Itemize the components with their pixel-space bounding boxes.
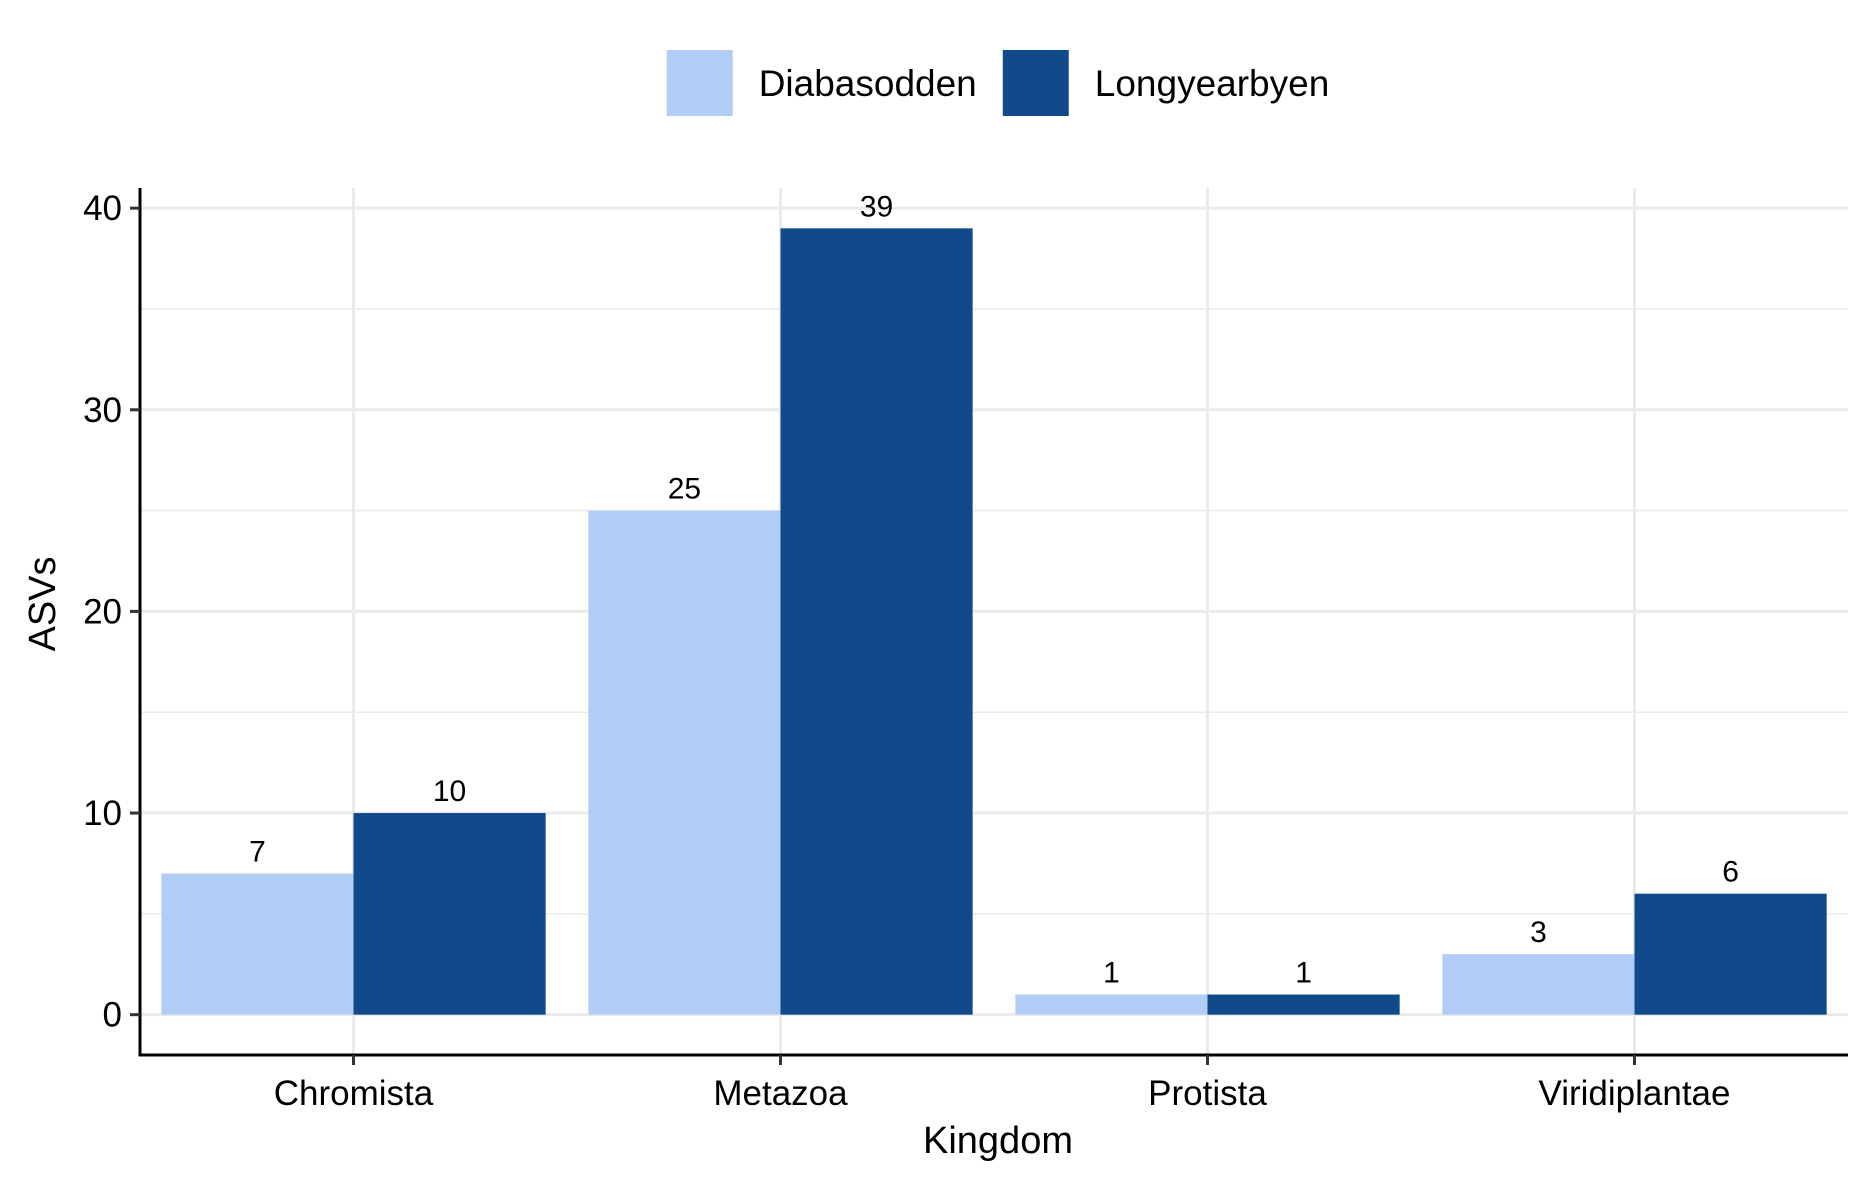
x-tick-label: Chromista [274, 1074, 434, 1113]
bar [588, 510, 781, 1015]
bar [1015, 994, 1208, 1015]
x-axis-title: Kingdom [923, 1120, 1073, 1162]
bar [1207, 994, 1400, 1015]
bar [161, 873, 354, 1015]
data-label: 7 [249, 836, 266, 869]
axes: 0 10 20 30 40 Chromista Metazoa Protista Viridip… [83, 188, 1848, 1113]
data-label: 39 [860, 190, 893, 223]
x-tick-label: Protista [1148, 1074, 1267, 1113]
x-tick-label: Viridiplantae [1539, 1074, 1731, 1113]
x-tick-label: Metazoa [713, 1074, 848, 1113]
data-labels: 7 10 25 39 1 1 3 6 [249, 190, 1739, 989]
y-tick-label: 10 [83, 794, 122, 833]
y-tick-label: 30 [83, 391, 122, 430]
bar [353, 813, 546, 1015]
bar [1442, 954, 1635, 1015]
data-label: 6 [1722, 856, 1739, 889]
data-label: 25 [668, 473, 701, 506]
legend: Diabasodden Longyearbyen [666, 50, 1330, 116]
bars [161, 228, 1827, 1015]
data-label: 3 [1530, 916, 1547, 949]
legend-swatch [666, 50, 733, 116]
legend-swatch [1002, 50, 1069, 116]
y-tick-label: 40 [83, 189, 122, 228]
legend-label: Diabasodden [759, 63, 977, 104]
y-axis-title: ASVs [22, 556, 64, 651]
bar [780, 228, 973, 1015]
data-label: 1 [1295, 957, 1312, 990]
data-label: 10 [433, 775, 466, 808]
y-tick-label: 20 [83, 592, 122, 631]
data-label: 1 [1103, 957, 1120, 990]
bar [1634, 893, 1827, 1015]
y-tick-label: 0 [103, 996, 122, 1035]
legend-label: Longyearbyen [1095, 63, 1330, 104]
